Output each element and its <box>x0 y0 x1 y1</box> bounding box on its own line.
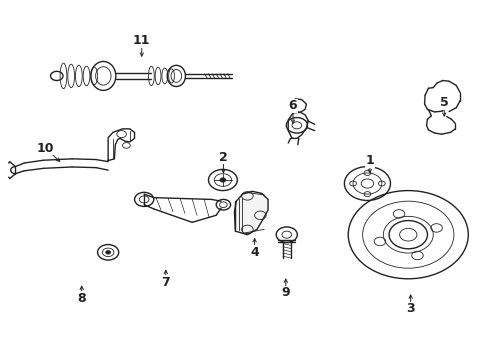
Polygon shape <box>234 191 268 235</box>
Text: 7: 7 <box>161 276 170 289</box>
Text: 3: 3 <box>406 302 415 315</box>
Circle shape <box>106 251 111 254</box>
Text: 6: 6 <box>289 99 297 112</box>
Text: 8: 8 <box>77 292 86 305</box>
Text: 10: 10 <box>37 142 54 155</box>
Text: 4: 4 <box>250 246 259 259</box>
Circle shape <box>220 178 226 182</box>
Text: 11: 11 <box>133 34 150 47</box>
Text: 9: 9 <box>281 287 290 300</box>
Text: 5: 5 <box>440 96 449 109</box>
Text: 2: 2 <box>219 150 228 163</box>
Text: 1: 1 <box>366 154 374 167</box>
